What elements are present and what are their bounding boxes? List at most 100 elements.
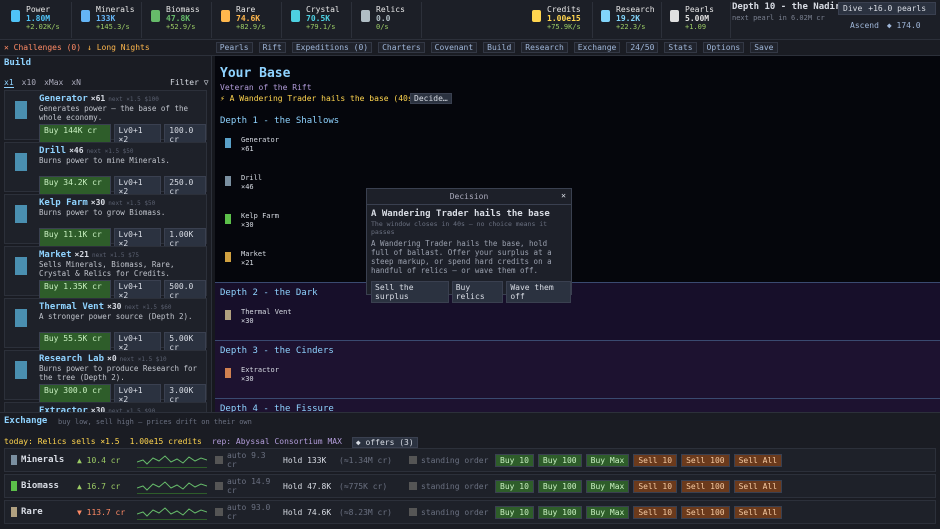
depth-title: Depth 3 - the Cinders: [220, 346, 334, 356]
challenges[interactable]: ✕ Challenges (0): [4, 43, 82, 52]
resource-rate: 0/s: [376, 23, 389, 31]
row-icon: [225, 176, 231, 186]
currency-rate: +1.09: [685, 23, 707, 31]
market-name: Biomass: [21, 481, 59, 491]
sell-button[interactable]: Sell 100: [681, 479, 730, 493]
sparkline-line: [136, 455, 208, 465]
option-button[interactable]: Sell the surplus: [371, 281, 449, 303]
tab[interactable]: Exchange: [573, 42, 621, 53]
build-desc: Burns power to mine Minerals.: [39, 156, 170, 165]
buy-mode[interactable]: x10: [21, 78, 37, 87]
resource-icon: [151, 10, 160, 22]
sprite-row: [305, 132, 417, 156]
build-desc: Generates power — the base of the whole …: [39, 104, 189, 122]
build-header: Extractor ×30 next ×1.5 $90: [39, 406, 206, 412]
build-name: Extractor: [39, 406, 88, 412]
upgrade-cost[interactable]: 100.0 cr: [164, 124, 206, 146]
tab[interactable]: Covenant: [430, 42, 478, 53]
build-item: Thermal Vent ×30 next ×1.5 $60 A stronger p…: [4, 298, 207, 354]
sell-button[interactable]: Sell 10: [633, 453, 678, 467]
row-name: Market: [241, 250, 267, 258]
build-item: Drill ×46 next ×1.5 $50 Burns power to mine…: [4, 142, 207, 198]
order-checkbox[interactable]: [409, 508, 417, 516]
build-count: ×30: [90, 198, 106, 207]
buy-mode[interactable]: x1: [4, 78, 14, 88]
ascend-button[interactable]: Ascend ◆ 174.0: [838, 21, 936, 30]
buy-mode[interactable]: xN: [71, 78, 81, 87]
base-rank: Veteran of the Rift: [220, 83, 312, 92]
tab[interactable]: Options: [702, 42, 745, 53]
build-header: Generator ×61 next ×1.5 $100: [39, 94, 206, 104]
order-checkbox[interactable]: [409, 482, 417, 490]
auto-checkbox[interactable]: [215, 482, 223, 490]
resource-name: Rare: [236, 5, 256, 14]
sell-button[interactable]: Sell All: [733, 453, 783, 467]
tab[interactable]: Rift: [258, 42, 286, 53]
upgrade-cost[interactable]: 500.0 cr: [164, 280, 206, 302]
top-bar: Depth 10 - the Nadir next pearl in 6.02M…: [0, 0, 940, 40]
currency-value: 19.2K: [616, 14, 641, 23]
sell-button[interactable]: Sell 10: [633, 505, 678, 519]
buy-button[interactable]: Buy Max: [585, 505, 630, 519]
sparkline-line: [136, 507, 208, 517]
sprite-row: [305, 246, 345, 266]
tab[interactable]: 24/50: [626, 42, 659, 53]
ascend-label: Ascend: [850, 21, 879, 30]
tab[interactable]: Pearls: [215, 42, 253, 53]
build-next: next ×1.5 $50: [86, 148, 134, 155]
buy-button[interactable]: Buy 10: [495, 505, 534, 519]
resource-value: 47.8K: [166, 14, 191, 23]
buy-button[interactable]: Buy Max: [585, 453, 630, 467]
currency: Pearls 5.00M +1.09: [663, 2, 731, 38]
build-header: Kelp Farm ×30 next ×1.5 $50: [39, 198, 206, 208]
sell-button[interactable]: Sell 100: [681, 453, 730, 467]
level-button[interactable]: Lv0+1 ×2: [113, 124, 162, 146]
resource-rate: +79.1/s: [306, 23, 336, 31]
row-count: ×61: [241, 145, 254, 153]
buy-button[interactable]: Buy 100: [537, 479, 582, 493]
resource-name: Power: [26, 5, 51, 14]
sell-button[interactable]: Sell All: [733, 479, 783, 493]
event: ⚡ A Wandering Trader hails the base (40s…: [220, 94, 418, 103]
filter[interactable]: Filter ▽: [170, 78, 209, 87]
buy-button[interactable]: Buy 10: [495, 479, 534, 493]
dive-button[interactable]: Dive +16.0 pearls: [838, 2, 936, 15]
build-name: Research Lab: [39, 354, 105, 364]
build-item: Research Lab ×0 next ×1.5 $10 Burns power t…: [4, 350, 207, 406]
tab[interactable]: Expeditions (0): [291, 42, 373, 53]
sell-button[interactable]: Sell 10: [633, 479, 678, 493]
tab[interactable]: Save: [750, 42, 778, 53]
resource: Relics 0.0 0/s: [354, 2, 422, 38]
sprite-row: [305, 170, 379, 190]
decide-button[interactable]: Decide…: [410, 93, 452, 104]
buy-button[interactable]: Buy 100: [537, 505, 582, 519]
tab[interactable]: Stats: [664, 42, 697, 53]
option-button[interactable]: Wave them off: [506, 281, 571, 303]
tab[interactable]: Research: [521, 42, 568, 53]
resource-value: 1.80M: [26, 14, 51, 23]
auto-checkbox[interactable]: [215, 508, 223, 516]
auto-checkbox[interactable]: [215, 456, 223, 464]
offers[interactable]: ◆ offers (3): [351, 437, 418, 448]
sprite-row: [305, 304, 363, 324]
level-button[interactable]: Lv0+1 ×2: [113, 332, 162, 354]
standing-order: standing order: [421, 507, 489, 517]
sell-button[interactable]: Sell 100: [681, 505, 730, 519]
order-checkbox[interactable]: [409, 456, 417, 464]
buy-mode[interactable]: xMax: [44, 78, 64, 87]
currency-name: Pearls: [685, 5, 714, 14]
close-button[interactable]: ✕: [561, 191, 566, 200]
option-button[interactable]: Buy relics: [451, 281, 504, 303]
tab[interactable]: Build: [483, 42, 516, 53]
buy-button[interactable]: Buy Max: [585, 479, 630, 493]
nav-bar: ✕ Challenges (0) ↓ Long Nights Pearls Rif…: [0, 40, 940, 56]
buy-button[interactable]: Buy 10: [495, 453, 534, 467]
sell-button[interactable]: Sell All: [733, 505, 783, 519]
depth-subtitle: next pearl in 6.02M cr: [732, 14, 825, 22]
buy-button[interactable]: Buy 100: [537, 453, 582, 467]
build-name: Drill: [39, 146, 67, 156]
build-item: Kelp Farm ×30 next ×1.5 $50 Burns power to …: [4, 194, 207, 250]
tab[interactable]: Charters: [378, 42, 425, 53]
resource-value: 0.0: [376, 14, 391, 23]
